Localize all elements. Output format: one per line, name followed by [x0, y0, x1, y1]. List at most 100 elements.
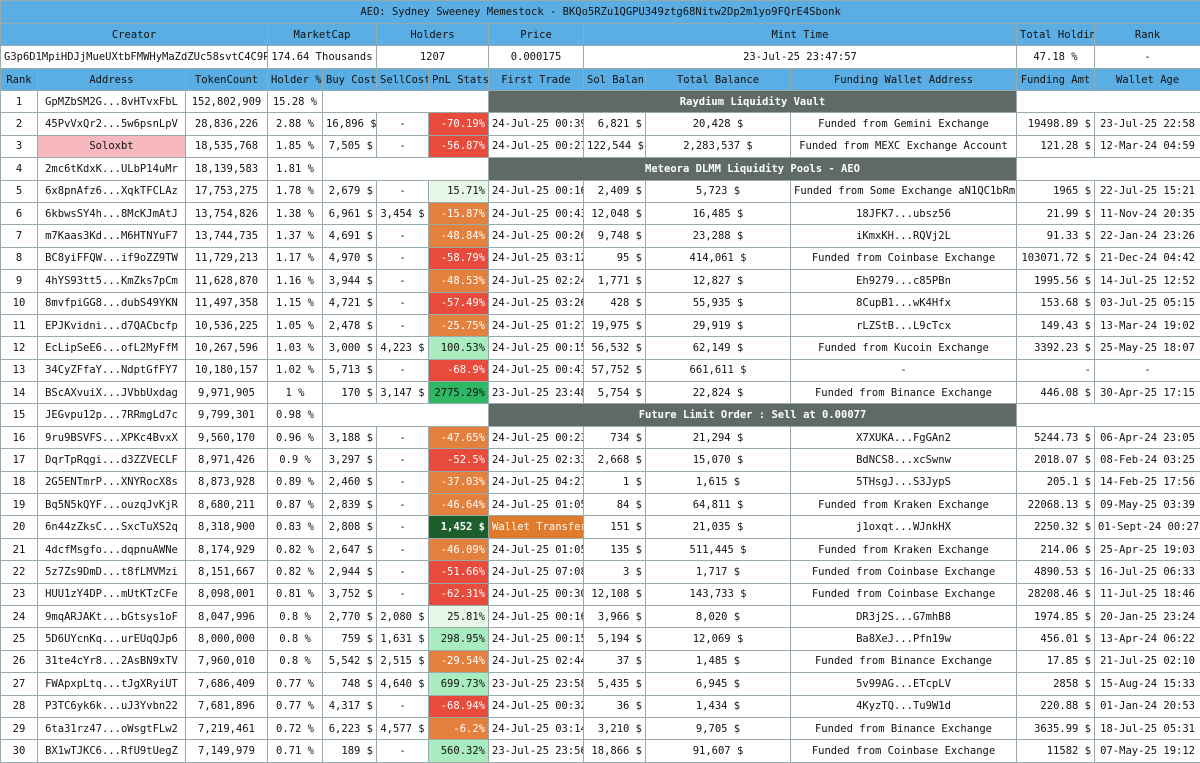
- wallet-age: 11-Nov-24 20:35: [1093, 201, 1200, 226]
- address: 31te4cYr8...2AsBN9xTV: [37, 649, 186, 674]
- rank: 23: [0, 582, 38, 606]
- holder-pct: 1.17 %: [267, 246, 323, 271]
- holder-pct: 0.77 %: [267, 694, 323, 718]
- first-trade: 24-Jul-25 00:15: [488, 627, 584, 651]
- token-count: 28,836,226: [185, 112, 268, 136]
- first-trade: 24-Jul-25 00:16: [488, 604, 584, 629]
- token-count: 9,971,905: [185, 381, 268, 405]
- wallet-age: 03-Jul-25 05:15: [1093, 291, 1200, 315]
- buy-cost: 2,808 $: [322, 515, 377, 539]
- pnl: 298.95%: [428, 627, 489, 651]
- rank: 9: [0, 269, 38, 293]
- sol-balance: 5,194 $: [583, 627, 646, 651]
- row: 25 5D6UYcnKq...urEUqQJp6 8,000,000 0.8 % 759…: [0, 627, 1200, 651]
- total-balance: 9,705 $: [645, 716, 791, 741]
- funding-wallet: Funded from Coinbase Exchange: [790, 582, 1017, 606]
- sol-balance: 1,771 $: [583, 269, 646, 293]
- buy-cost: 6,223 $: [322, 716, 377, 741]
- sell-cost: -: [376, 291, 429, 315]
- first-trade: 24-Jul-25 00:27: [488, 134, 584, 159]
- column-header: Address: [37, 68, 186, 91]
- wallet-age: 01-Sept-24 00:27: [1093, 515, 1200, 539]
- buy-cost: 2,460 $: [322, 470, 377, 495]
- buy-cost: 170 $: [322, 381, 377, 405]
- funding-amt: 1995.56 $: [1016, 269, 1095, 293]
- rank: 1: [0, 89, 38, 114]
- row: 1 GpMZbSM2G...8vHTvxFbL 152,802,909 15.28 %…: [0, 89, 1200, 114]
- sell-cost: 4,223 $: [376, 336, 429, 360]
- buy-cost: 2,839 $: [322, 493, 377, 517]
- sell-cost: -: [376, 582, 429, 606]
- buy-cost: 189 $: [322, 739, 377, 763]
- holder-pct: 0.82 %: [267, 560, 323, 584]
- sol-balance: 2,409 $: [583, 179, 646, 203]
- rank: 19: [0, 493, 38, 517]
- holder-pct: 0.8 %: [267, 604, 323, 629]
- total-balance: 62,149 $: [645, 336, 791, 360]
- token-count: 152,802,909: [185, 89, 268, 114]
- total-balance: 8,020 $: [645, 604, 791, 629]
- pnl: -52.5%: [428, 448, 489, 472]
- buy-cost: 759 $: [322, 627, 377, 651]
- wallet-age: 15-Aug-24 15:33: [1093, 672, 1200, 696]
- sol-balance: 2,668 $: [583, 448, 646, 472]
- total-balance: 12,827 $: [645, 269, 791, 293]
- funding-wallet: Funded from MEXC Exchange Account: [790, 134, 1017, 159]
- first-trade: 24-Jul-25 03:14: [488, 716, 584, 741]
- pnl: -46.64%: [428, 493, 489, 517]
- wallet-age: 08-Feb-24 03:25: [1093, 448, 1200, 472]
- row: 15 JEGvpu12p...7RRmgLd7c 9,799,301 0.98 % Fu…: [0, 403, 1200, 427]
- address: Bq5N5kQYF...ouzqJvKjR: [37, 493, 186, 517]
- sell-cost: 2,515 $: [376, 649, 429, 674]
- header-value: 47.18 %: [1016, 45, 1095, 69]
- token-count: 7,149,979: [185, 739, 268, 763]
- wallet-age: 09-May-25 03:39: [1093, 493, 1200, 517]
- pnl: 1,452 $: [428, 515, 489, 539]
- rank: 21: [0, 537, 38, 562]
- total-balance: 55,935 $: [645, 291, 791, 315]
- first-trade: 24-Jul-25 00:15: [488, 336, 584, 360]
- holder-pct: 1.38 %: [267, 201, 323, 226]
- pnl: -47.65%: [428, 425, 489, 450]
- token-count: 8,151,667: [185, 560, 268, 584]
- total-balance: 21,035 $: [645, 515, 791, 539]
- funding-amt: 22068.13 $: [1016, 493, 1095, 517]
- row: 21 4dcfMsgfo...dqpnuAWNe 8,174,929 0.82 % 2,…: [0, 537, 1200, 562]
- total-balance: 21,294 $: [645, 425, 791, 450]
- address: JEGvpu12p...7RRmgLd7c: [37, 403, 186, 427]
- address: Soloxbt: [37, 134, 186, 159]
- rank: 13: [0, 358, 38, 383]
- sol-balance: 3 $: [583, 560, 646, 584]
- wallet-age: 01-Jan-24 20:53: [1093, 694, 1200, 718]
- sol-balance: 135 $: [583, 537, 646, 562]
- row: 18 2G5ENTmrP...XNYRocX8s 8,873,928 0.89 % 2,…: [0, 470, 1200, 495]
- sell-cost: -: [376, 448, 429, 472]
- header-value: -: [1093, 45, 1200, 69]
- token-count: 18,535,768: [185, 134, 268, 159]
- funding-wallet: Funded from Kraken Exchange: [790, 493, 1017, 517]
- holder-pct: 0.72 %: [267, 716, 323, 741]
- wallet-age: 21-Jul-25 02:10: [1093, 649, 1200, 674]
- column-header: Holder %: [267, 68, 323, 91]
- header-label: Creator: [0, 23, 268, 46]
- sell-cost: -: [376, 739, 429, 763]
- token-count: 11,628,870: [185, 269, 268, 293]
- holder-pct: 1.02 %: [267, 358, 323, 383]
- address: GpMZbSM2G...8vHTvxFbL: [37, 89, 186, 114]
- first-trade: 24-Jul-25 00:23: [488, 425, 584, 450]
- funding-amt: 205.1 $: [1016, 470, 1095, 495]
- funding-amt: 21.99 $: [1016, 201, 1095, 226]
- rank: 26: [0, 649, 38, 674]
- first-trade: 24-Jul-25 02:24: [488, 269, 584, 293]
- buy-cost: 4,721 $: [322, 291, 377, 315]
- token-count: 9,560,170: [185, 425, 268, 450]
- address: BX1wTJKC6...RfU9tUegZ: [37, 739, 186, 763]
- sell-cost: -: [376, 224, 429, 248]
- sell-cost: -: [376, 515, 429, 539]
- address: BC8yiFFQW...if9oZZ9TW: [37, 246, 186, 271]
- total-balance: 1,717 $: [645, 560, 791, 584]
- holder-pct: 0.9 %: [267, 448, 323, 472]
- funding-amt: 446.08 $: [1016, 381, 1095, 405]
- first-trade: 23-Jul-25 23:56: [488, 739, 584, 763]
- rank: 14: [0, 381, 38, 405]
